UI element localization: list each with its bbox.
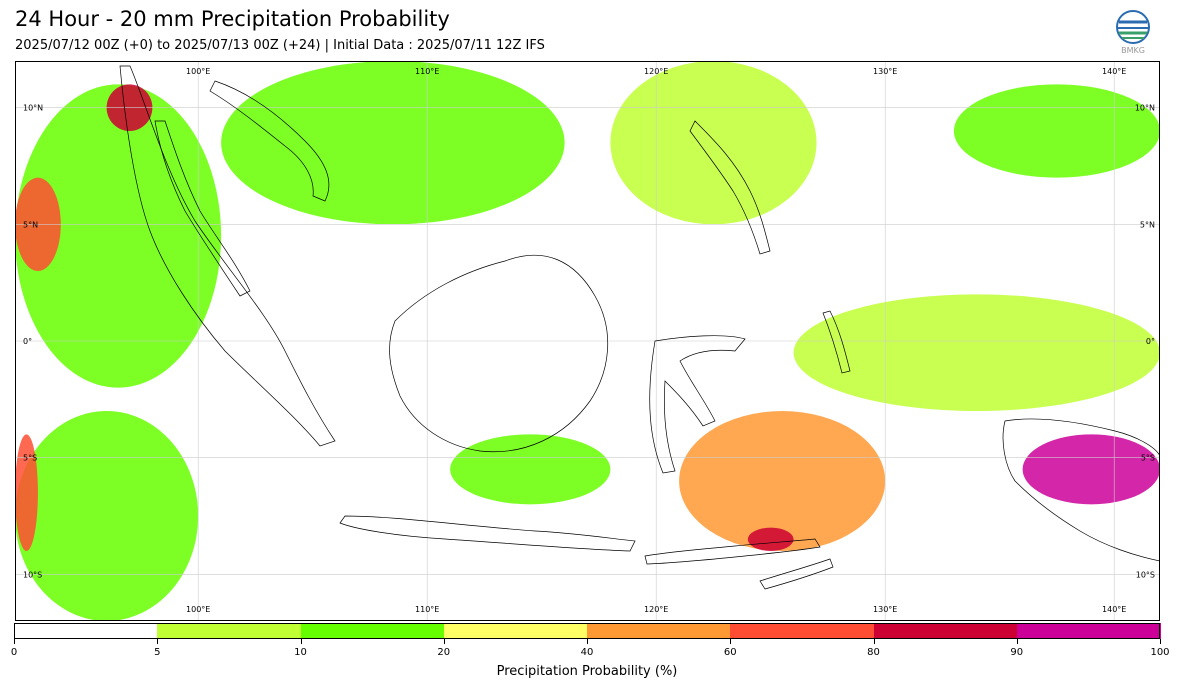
precip-region-central-sumatra-belt <box>15 84 222 388</box>
timor-coastline <box>759 558 834 590</box>
lon-tick-label: 110°E <box>415 67 439 76</box>
colorbar-tick-label: 0 <box>10 647 18 658</box>
lat-tick-label: 5°N <box>1140 220 1155 229</box>
lon-tick-label: 110°E <box>415 605 439 614</box>
halmahera-coastline <box>822 310 851 374</box>
map-frame <box>15 61 1160 621</box>
lat-labels-left: 10°N 5°N 0° 5°S 10°S <box>23 104 43 580</box>
colorbar-label: Precipitation Probability (%) <box>496 664 678 679</box>
lat-tick-label: 0° <box>1146 337 1155 346</box>
indochina-coastline <box>209 80 330 202</box>
sumatra-coastline <box>119 65 336 447</box>
colorbar-tickmark <box>14 639 15 644</box>
precip-region-java-sea-south <box>450 434 611 505</box>
lon-tick-label: 140°E <box>1102 67 1126 76</box>
colorbar-tickmark <box>730 639 732 644</box>
lon-tick-label: 140°E <box>1102 605 1126 614</box>
colorbar-frame <box>14 623 1160 639</box>
colorbar-tick-label: 80 <box>867 647 880 658</box>
colorbar-tickmark <box>157 639 159 644</box>
colorbar-swatch <box>873 623 1018 639</box>
lon-labels-bottom: 100°E 110°E 120°E 130°E 140°E <box>186 605 1126 614</box>
colorbar-swatch <box>587 623 731 639</box>
lesser-sunda-coastline <box>644 538 821 565</box>
borneo-coastline <box>389 254 609 453</box>
precip-region-banda-sea-core <box>747 527 794 551</box>
colorbar-ticks: 0 5 10 20 40 60 80 90 100 <box>10 639 1170 661</box>
colorbar-swatch <box>300 623 445 639</box>
lon-tick-label: 100°E <box>186 605 210 614</box>
lat-tick-label: 10°S <box>23 570 42 579</box>
precip-region-halmahera-sulawesi-east <box>793 294 1160 411</box>
lon-tick-label: 130°E <box>873 67 897 76</box>
colorbar-swatch <box>730 623 874 639</box>
malay-peninsula-coastline <box>154 120 251 297</box>
precip-region-pacific-north-east <box>953 84 1160 178</box>
chart-title: 24 Hour - 20 mm Precipitation Probabilit… <box>15 7 450 31</box>
colorbar-tickmark <box>587 639 588 644</box>
lat-tick-label: 0° <box>23 337 32 346</box>
colorbar-tick-label: 20 <box>437 647 451 658</box>
precip-region-banda-sea <box>679 411 886 551</box>
precip-region-philippines <box>610 61 817 225</box>
colorbar-tickmark <box>300 639 302 644</box>
colorbar-tick-label: 40 <box>580 647 594 658</box>
colorbar-tick-label: 90 <box>1010 647 1024 658</box>
lon-tick-label: 100°E <box>186 67 210 76</box>
colorbar-tickmark <box>443 639 445 644</box>
precip-region-papua-south <box>1022 434 1160 505</box>
precip-region-indian-ocean-west-core <box>15 434 38 551</box>
chart-subtitle: 2025/07/12 00Z (+0) to 2025/07/13 00Z (+… <box>15 38 545 53</box>
lon-labels-top: 100°E 110°E 120°E 130°E 140°E <box>186 67 1126 76</box>
colorbar-tick-label: 60 <box>723 647 737 658</box>
precip-region-indian-ocean-west <box>15 411 199 621</box>
colorbar-tickmark <box>1160 639 1161 644</box>
colorbar <box>14 623 1161 639</box>
coastlines <box>119 65 1160 590</box>
lat-tick-label: 5°S <box>23 454 37 463</box>
sulawesi-coastline <box>649 335 746 474</box>
java-coastline <box>339 515 636 552</box>
lat-tick-label: 10°N <box>1135 104 1155 113</box>
lat-tick-label: 10°S <box>1136 570 1155 579</box>
colorbar-tick-label: 5 <box>154 647 161 658</box>
colorbar-tick-label: 10 <box>294 647 307 658</box>
colorbar-tick-label: 100 <box>1150 647 1170 658</box>
lon-tick-label: 120°E <box>644 605 668 614</box>
logo-text: BMKG <box>1121 46 1145 55</box>
colorbar-tickmark <box>1016 639 1018 644</box>
lon-tick-label: 120°E <box>644 67 668 76</box>
lat-tick-label: 5°N <box>23 220 38 229</box>
colorbar-tickmark <box>873 639 875 644</box>
precipitation-map: 100°E 110°E 120°E 130°E 140°E 100°E 110°E 120°… <box>15 61 1160 621</box>
lat-labels-right: 10°N 5°N 0° 5°S 10°S <box>1135 104 1155 580</box>
colorbar-swatch <box>157 623 301 639</box>
precip-region-south-china-sea <box>221 61 565 225</box>
bmkg-logo-icon: BMKG <box>1114 10 1152 56</box>
colorbar-swatch <box>14 623 158 639</box>
lat-tick-label: 5°S <box>1141 454 1155 463</box>
lat-tick-label: 10°N <box>23 104 43 113</box>
papua-coastline <box>1002 418 1160 562</box>
lon-tick-label: 130°E <box>873 605 897 614</box>
philippines-coastline <box>689 120 771 255</box>
colorbar-swatch <box>1016 623 1161 639</box>
colorbar-swatch <box>443 623 588 639</box>
